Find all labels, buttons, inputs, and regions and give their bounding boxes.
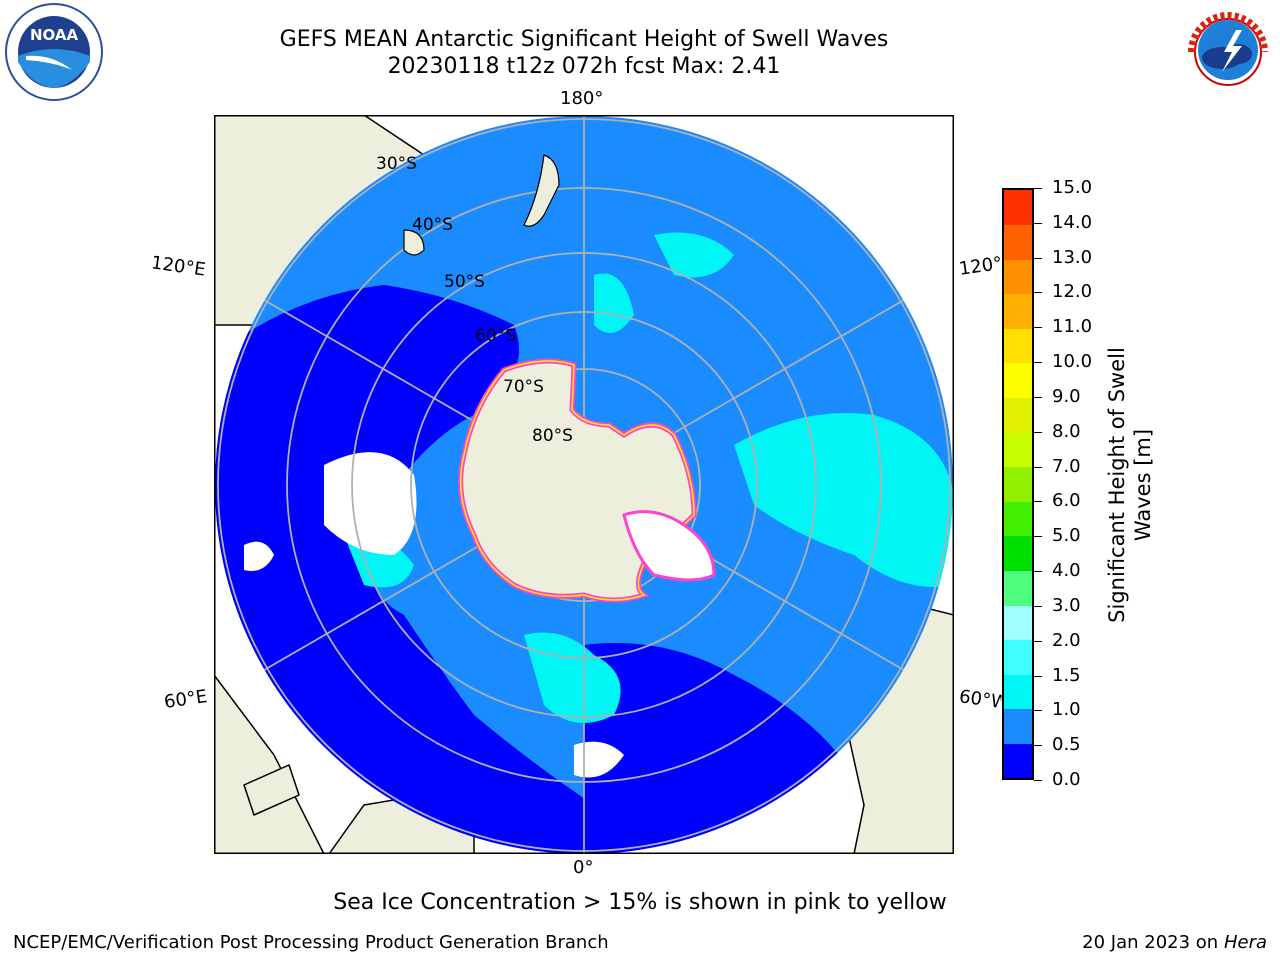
sea-ice-white	[244, 452, 624, 778]
lat-label-50s: 50°S	[444, 272, 485, 292]
svg-text:NOAA: NOAA	[30, 26, 79, 44]
colorbar-tick-label: 13.0	[1052, 246, 1093, 268]
colorbar-tick-label: 14.0	[1052, 211, 1093, 233]
lat-label-70s: 70°S	[503, 377, 544, 397]
chart-subtitle: 20230118 t12z 072h fcst Max: 2.41	[387, 54, 781, 79]
colorbar-tick	[1034, 675, 1042, 677]
colorbar-tick	[1034, 780, 1042, 781]
colorbar-tick-label: 6.0	[1052, 490, 1081, 512]
colorbar-tick	[1034, 571, 1042, 573]
lat-label-60s: 60°S	[475, 326, 516, 346]
chart-title: GEFS MEAN Antarctic Significant Height o…	[279, 27, 889, 52]
lon-label-180: 180°	[560, 88, 604, 109]
national-weather-service-logo-icon	[1178, 2, 1278, 106]
polar-map: 30°S 40°S 50°S 60°S 70°S 80°S	[214, 115, 954, 854]
colorbar-tick	[1034, 327, 1042, 329]
colorbar-tick-label: 12.0	[1052, 281, 1093, 303]
map-border	[214, 115, 954, 854]
colorbar-tick-label: 10.0	[1052, 351, 1093, 373]
colorbar-segment	[1004, 293, 1032, 329]
colorbar-segment	[1004, 639, 1032, 675]
colorbar-segment	[1004, 328, 1032, 364]
lon-label-0: 0°	[573, 857, 594, 878]
lat-label-40s: 40°S	[412, 215, 453, 235]
colorbar-label: Significant Height of Swell Waves [m]	[1105, 347, 1155, 623]
footer-machine: Hera	[1223, 932, 1267, 953]
sea-ice-note: Sea Ice Concentration > 15% is shown in …	[333, 890, 947, 915]
colorbar-segment	[1004, 501, 1032, 537]
colorbar-segment	[1004, 190, 1032, 226]
colorbar-tick	[1034, 536, 1042, 538]
colorbar-tick	[1034, 257, 1042, 259]
colorbar-tick-label: 5.0	[1052, 525, 1081, 547]
colorbar-segment	[1004, 432, 1032, 468]
colorbar-tick	[1034, 466, 1042, 468]
colorbar-segment	[1004, 535, 1032, 571]
colorbar-tick-label: 7.0	[1052, 455, 1081, 477]
colorbar-tick	[1034, 431, 1042, 433]
lon-label-60w: 60°W	[957, 686, 1003, 713]
new-zealand-land	[523, 154, 560, 227]
colorbar-tick	[1034, 222, 1042, 224]
medium-swell-areas	[344, 232, 953, 723]
colorbar-segment	[1004, 466, 1032, 502]
colorbar-segment	[1004, 259, 1032, 295]
colorbar-tick-label: 9.0	[1052, 385, 1081, 407]
colorbar-tick-label: 1.5	[1052, 664, 1081, 686]
footer-credit: NCEP/EMC/Verification Post Processing Pr…	[13, 932, 609, 953]
colorbar-segment	[1004, 743, 1032, 779]
lon-label-120e: 120°E	[149, 252, 207, 281]
colorbar-tick-label: 1.0	[1052, 699, 1081, 721]
colorbar-segment	[1004, 570, 1032, 606]
colorbar-segment	[1004, 674, 1032, 710]
lat-label-80s: 80°S	[532, 426, 573, 446]
tasmania-land	[403, 229, 425, 256]
lon-label-120w: 120°W	[957, 253, 1003, 280]
colorbar-tick-label: 0.0	[1052, 769, 1081, 790]
footer-date: 20 Jan 2023 on Hera	[1082, 932, 1267, 953]
colorbar-tick	[1034, 292, 1042, 294]
colorbar-tick-label: 4.0	[1052, 560, 1081, 582]
colorbar-tick	[1034, 605, 1042, 607]
noaa-logo-icon: NOAA	[2, 2, 106, 106]
colorbar-tick	[1034, 501, 1042, 503]
colorbar-segment	[1004, 224, 1032, 260]
colorbar-tick-label: 2.0	[1052, 629, 1081, 651]
colorbar-tick-label: 15.0	[1052, 177, 1093, 198]
lon-label-60e: 60°E	[162, 686, 209, 713]
colorbar-tick-label: 3.0	[1052, 594, 1081, 616]
colorbar	[1002, 188, 1034, 780]
colorbar-tick-label: 0.5	[1052, 734, 1081, 756]
colorbar-tick-label: 11.0	[1052, 316, 1093, 338]
antarctica-land	[458, 358, 716, 603]
colorbar-tick-label: 8.0	[1052, 420, 1081, 442]
colorbar-segment	[1004, 708, 1032, 744]
colorbar-segment	[1004, 605, 1032, 641]
colorbar-tick	[1034, 710, 1042, 712]
colorbar-tick	[1034, 362, 1042, 364]
colorbar-segment	[1004, 362, 1032, 399]
colorbar-segment	[1004, 397, 1032, 433]
colorbar-tick	[1034, 745, 1042, 747]
colorbar-tick	[1034, 396, 1042, 398]
colorbar-tick	[1034, 640, 1042, 642]
footer-date-text: 20 Jan 2023 on	[1082, 932, 1219, 953]
colorbar-tick	[1034, 188, 1042, 189]
lat-label-30s: 30°S	[376, 154, 417, 174]
